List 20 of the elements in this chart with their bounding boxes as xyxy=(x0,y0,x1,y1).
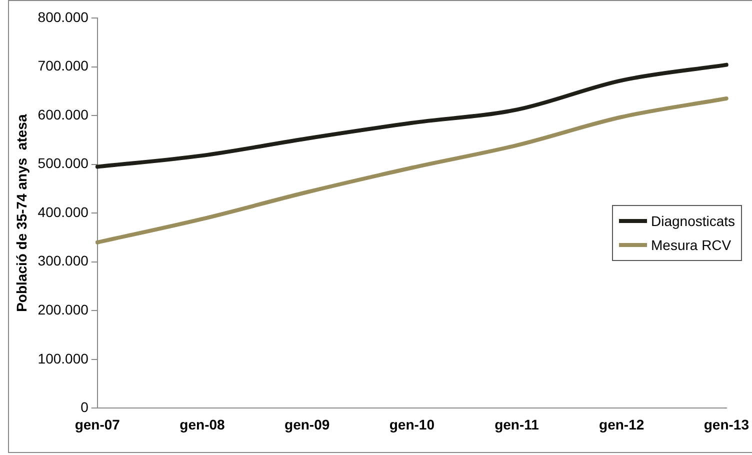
y-tick-label: 300.000 xyxy=(38,252,89,269)
x-tick-label: gen-12 xyxy=(599,416,644,432)
x-tick-label: gen-07 xyxy=(74,416,120,432)
x-tick-label: gen-13 xyxy=(704,416,750,432)
y-tick-label: 800.000 xyxy=(38,8,89,25)
y-tick-label: 0 xyxy=(80,399,89,416)
legend-label: Diagnosticats xyxy=(651,213,736,229)
x-tick-label: gen-10 xyxy=(389,416,435,432)
y-axis-title: Població de 35-74 anys atesa xyxy=(13,114,30,312)
y-tick-label: 200.000 xyxy=(38,302,89,318)
legend-label: Mesura RCV xyxy=(651,237,732,253)
x-tick-label: gen-09 xyxy=(284,416,330,432)
y-tick-label: 500.000 xyxy=(38,155,89,172)
y-tick-label: 100.000 xyxy=(38,350,89,366)
x-tick-label: gen-08 xyxy=(180,416,226,432)
y-tick-label: 400.000 xyxy=(38,204,89,220)
y-tick-label: 600.000 xyxy=(38,106,89,122)
line-series xyxy=(95,62,728,169)
y-tick-label: 700.000 xyxy=(38,58,89,74)
x-tick-label: gen-11 xyxy=(494,416,540,432)
